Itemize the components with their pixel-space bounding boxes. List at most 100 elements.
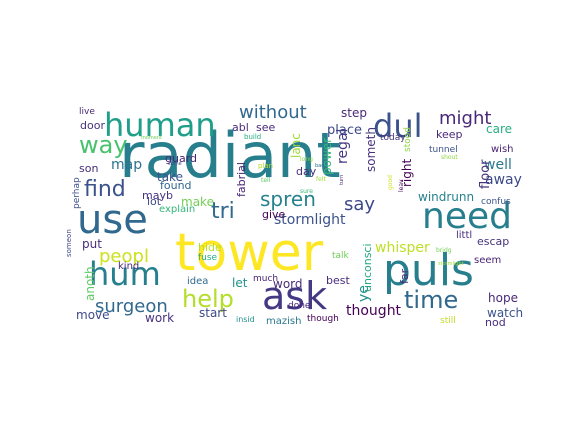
cloud-word: unconsci <box>361 243 374 292</box>
cloud-word: tell <box>261 177 271 184</box>
cloud-word: plan <box>258 162 273 170</box>
cloud-word: lanc <box>289 133 303 158</box>
cloud-word: mazish <box>266 316 301 327</box>
cloud-word: away <box>485 172 522 188</box>
cloud-word: word <box>273 277 303 291</box>
cloud-word: step <box>341 106 367 120</box>
cloud-word: door <box>80 119 105 132</box>
cloud-word: spren <box>260 187 316 211</box>
cloud-word: peopl <box>99 246 149 267</box>
cloud-word: start <box>199 306 227 320</box>
cloud-word: regal <box>335 129 351 164</box>
cloud-word: seem <box>474 255 501 266</box>
cloud-word: littl <box>456 230 472 241</box>
cloud-word: idea <box>187 276 208 287</box>
cloud-word: keep <box>436 128 463 141</box>
cloud-word: anoth <box>83 266 97 301</box>
cloud-word: day <box>296 165 317 178</box>
cloud-word: ye <box>356 285 372 302</box>
cloud-word: guard <box>165 152 197 165</box>
cloud-word: tower <box>175 223 324 283</box>
cloud-word: someon <box>65 229 73 257</box>
cloud-word: find <box>84 177 126 202</box>
cloud-word: best <box>326 274 350 287</box>
cloud-word: map <box>111 157 142 173</box>
cloud-word: watch <box>487 306 523 320</box>
cloud-word: felt <box>316 176 326 183</box>
cloud-word: escap <box>477 235 509 248</box>
cloud-word: surgeon <box>95 296 168 317</box>
cloud-word: leav <box>398 179 405 192</box>
cloud-word: without <box>239 102 307 123</box>
cloud-word: far <box>398 268 411 284</box>
cloud-word: explain <box>159 204 195 215</box>
cloud-word: use <box>77 197 148 243</box>
cloud-word: shout <box>441 154 458 161</box>
cloud-word: son <box>79 162 98 175</box>
cloud-word: time <box>404 286 458 314</box>
cloud-word: stormlight <box>438 261 464 267</box>
cloud-word: human <box>104 106 216 144</box>
cloud-word: come <box>168 161 182 167</box>
cloud-word: fabrial <box>235 162 248 197</box>
cloud-word: dul <box>373 107 422 145</box>
cloud-word: right <box>400 159 414 187</box>
cloud-word: make <box>181 195 214 209</box>
cloud-word: tunnel <box>429 145 458 155</box>
cloud-word: windrunn <box>418 190 474 204</box>
cloud-word: someth <box>364 127 378 172</box>
cloud-word: abl <box>232 121 249 134</box>
cloud-word: stood <box>403 127 413 152</box>
cloud-word: sure <box>300 188 313 195</box>
cloud-word: perhap <box>72 177 82 209</box>
cloud-word: puls <box>383 245 474 296</box>
cloud-word: still <box>440 316 456 326</box>
cloud-word: wish <box>491 144 514 155</box>
cloud-word: talk <box>332 251 350 261</box>
cloud-word: well <box>484 157 512 173</box>
cloud-word: see <box>256 121 275 134</box>
cloud-word: done <box>288 301 311 311</box>
cloud-word: move <box>76 308 110 322</box>
cloud-word: way <box>79 131 128 159</box>
cloud-word: radiant <box>119 119 341 192</box>
cloud-word: mayb <box>142 189 173 202</box>
cloud-word: live <box>79 107 95 117</box>
cloud-word: take <box>157 170 183 184</box>
cloud-word: floor <box>478 159 493 189</box>
cloud-word: let <box>232 276 248 290</box>
cloud-word: stormlight <box>274 212 346 228</box>
cloud-word: bridg <box>436 247 452 254</box>
cloud-word: need <box>422 196 512 237</box>
cloud-word: insid <box>236 315 255 324</box>
cloud-word: fuse <box>198 253 218 263</box>
cloud-word: work <box>145 311 174 325</box>
cloud-word: build <box>244 133 261 141</box>
cloud-word: much <box>253 274 278 284</box>
cloud-word: kind <box>118 261 139 272</box>
cloud-word: hide <box>198 241 222 254</box>
cloud-word: ask <box>262 274 327 318</box>
cloud-word: place <box>327 123 362 138</box>
cloud-word: might <box>439 108 491 129</box>
cloud-word: though <box>307 314 339 324</box>
cloud-word: thought <box>346 303 402 319</box>
cloud-word: good <box>387 175 394 190</box>
cloud-word: turn <box>339 175 345 185</box>
cloud-word: today <box>380 133 406 143</box>
cloud-word: care <box>486 122 512 136</box>
cloud-word: give <box>262 208 286 221</box>
cloud-word: say <box>344 194 375 215</box>
cloud-word: moment <box>141 135 162 141</box>
cloud-word: tri <box>211 199 235 224</box>
cloud-word: power <box>320 138 334 175</box>
cloud-word: nod <box>485 316 506 329</box>
cloud-word: whisper <box>375 240 430 256</box>
cloud-word: put <box>82 237 102 251</box>
cloud-word: hum <box>89 255 161 293</box>
cloud-word: help <box>182 285 234 313</box>
cloud-word: bad <box>315 163 324 169</box>
cloud-word: hope <box>488 291 518 305</box>
cloud-word: lot <box>147 195 162 208</box>
